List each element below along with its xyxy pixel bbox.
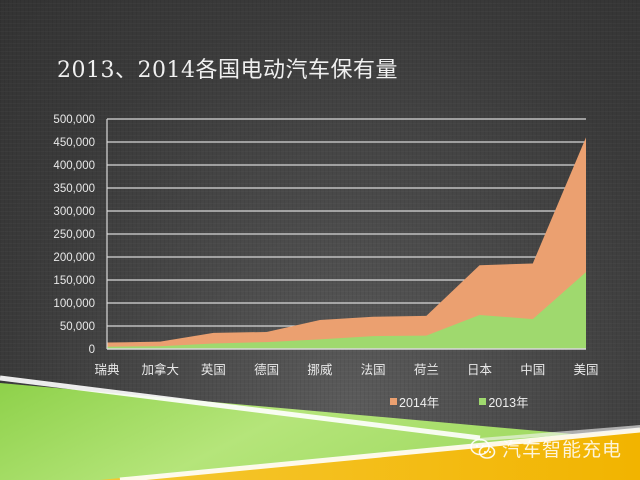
legend-label-2014: 2014年 [399,396,440,410]
legend-swatch-2013 [479,398,487,405]
x-tick-label: 英国 [201,362,226,377]
x-tick-label: 法国 [361,362,386,377]
y-tick-label: 0 [89,344,95,356]
legend-label-2013: 2013年 [488,396,529,410]
area-series-2013年 [107,272,586,349]
legend-swatch-2014 [390,398,397,405]
x-tick-label: 挪威 [307,362,333,377]
y-tick-label: 450,000 [53,137,95,149]
y-tick-label: 400,000 [53,160,95,172]
chart-title: 2013、2014各国电动汽车保有量 [57,58,398,83]
wechat-icon [470,438,496,459]
chart-legend: 2014年 2013年 [390,392,529,411]
y-tick-label: 50,000 [60,321,95,333]
legend-item-2014: 2014年 [390,392,439,411]
watermark-text: 汽车智能充电 [502,439,623,461]
wechat-watermark: 汽车智能充电 [470,435,622,462]
area-series-2014年 [107,137,586,349]
y-tick-label: 350,000 [53,183,95,195]
y-tick-label: 300,000 [53,206,95,218]
y-tick-label: 150,000 [53,275,95,287]
y-tick-label: 250,000 [53,229,95,241]
x-tick-label: 瑞典 [94,362,119,377]
legend-item-2013: 2013年 [479,392,529,411]
y-tick-label: 200,000 [53,252,95,264]
x-tick-label: 中国 [520,362,545,377]
x-tick-label: 德国 [254,362,279,377]
x-tick-label: 加拿大 [141,362,179,377]
y-tick-label: 500,000 [53,114,95,126]
y-tick-label: 100,000 [53,298,95,310]
x-tick-label: 日本 [467,362,493,377]
x-tick-label: 美国 [573,362,598,377]
x-tick-label: 荷兰 [414,362,439,377]
